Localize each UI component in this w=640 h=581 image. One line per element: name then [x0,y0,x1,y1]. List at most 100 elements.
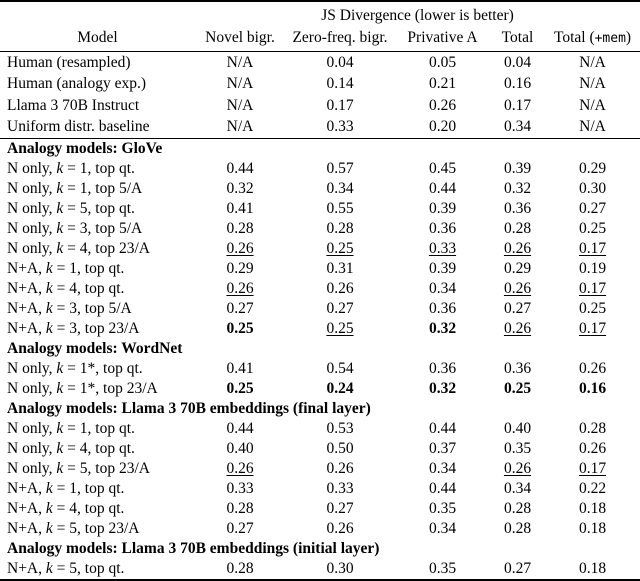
value-cell: 0.30 [578,180,607,197]
value-cell: 0.34 [503,118,532,136]
value-cell: 0.16 [578,380,607,397]
value-cell: 0.26 [578,440,607,457]
value-cell: 0.28 [503,500,532,517]
column-header: Total [490,27,545,52]
value-cell: 0.26 [428,96,457,114]
value-cell: 0.24 [326,380,354,397]
value-cell: 0.41 [226,200,254,217]
value-cell: 0.40 [226,440,254,457]
value-cell: N/A [579,53,606,71]
value-cell: 0.35 [503,440,532,457]
section-header-row: Analogy models: Llama 3 70B embeddings (… [0,399,640,419]
value-cell: 0.29 [578,160,607,177]
value-cell: 0.39 [503,160,532,177]
value-cell: 0.25 [326,320,354,337]
value-cell: 0.32 [503,180,532,197]
value-cell: 0.45 [428,160,457,177]
table-row: N only, k = 1*, top qt. 0.41 0.54 0.36 0.36 0… [0,359,640,379]
section-header-row: Analogy models: Llama 3 70B embeddings (… [0,539,640,559]
value-cell: 0.26 [326,520,354,537]
row-label: N+A, k = 1, top qt. [7,260,125,277]
value-cell: 0.28 [226,500,254,517]
value-cell: 0.50 [326,440,354,457]
table-row: N only, k = 1*, top 23/A 0.25 0.24 0.32 0.25… [0,379,640,399]
table-row: Human (resampled) N/A 0.04 0.05 0.04 N/A [0,52,640,74]
column-header: Privative A [395,27,490,52]
value-cell: 0.25 [226,380,254,397]
value-cell: 0.27 [226,300,254,317]
value-cell: 0.27 [503,300,532,317]
value-cell: 0.40 [503,420,532,437]
value-cell: 0.14 [326,75,354,93]
value-cell: 0.27 [326,500,354,517]
row-label: Human (resampled) [7,53,131,71]
value-cell: 0.29 [503,260,532,277]
column-header-row: Model Novel bigr. Zero-freq. bigr. Privati… [0,27,640,52]
value-cell: N/A [226,75,254,93]
value-cell: 0.44 [226,160,254,177]
value-cell: 0.35 [428,500,457,517]
row-label: Llama 3 70B Instruct [7,96,140,114]
table-row: N+A, k = 1, top qt. 0.29 0.31 0.39 0.29 0.19 [0,259,640,279]
column-header: Zero-freq. bigr. [285,27,395,52]
table-row: Llama 3 70B Instruct N/A 0.17 0.26 0.17 N/A [0,95,640,117]
value-cell: 0.34 [428,460,457,477]
value-cell: 0.53 [326,420,354,437]
table-section: Analogy models: Llama 3 70B embeddings (… [0,539,640,580]
value-cell: 0.26 [503,320,532,337]
table-section: Analogy models: WordNet N only, k = 1*, t… [0,339,640,399]
table-row: N only, k = 1, top qt. 0.44 0.57 0.45 0.39 0.… [0,159,640,179]
section-header: Analogy models: WordNet [7,340,183,357]
column-header-model: Model [0,27,195,52]
row-label: N only, k = 5, top 23/A [7,460,150,477]
title-spacer-cell [0,1,195,27]
table-section: Analogy models: Llama 3 70B embeddings (… [0,399,640,539]
value-cell: 0.44 [428,480,457,497]
row-label: N only, k = 3, top 5/A [7,220,143,237]
value-cell: 0.21 [428,75,457,93]
table-head: JS Divergence (lower is better) Model No… [0,1,640,52]
row-label: N+A, k = 4, top qt. [7,500,125,517]
row-label: Human (analogy exp.) [7,75,147,93]
value-cell: 0.25 [226,320,254,337]
row-label: N only, k = 1*, top 23/A [7,380,158,397]
table-row: N only, k = 3, top 5/A 0.28 0.28 0.36 0.28 0.… [0,219,640,239]
value-cell: N/A [226,118,254,136]
value-cell: 0.05 [428,53,457,71]
table-row: N only, k = 1, top qt. 0.44 0.53 0.44 0.40 0.… [0,419,640,439]
row-label: N only, k = 1*, top qt. [7,360,143,377]
value-cell: 0.27 [226,520,254,537]
mono-mem-text: +mem [594,30,626,46]
value-cell: 0.34 [428,520,457,537]
value-cell: 0.26 [326,460,354,477]
value-cell: 0.39 [428,260,457,277]
table-row: N+A, k = 3, top 23/A 0.25 0.25 0.32 0.26 0.17 [0,319,640,339]
row-label: N only, k = 1, top qt. [7,160,135,177]
value-cell: 0.29 [226,260,254,277]
value-cell: 0.28 [226,220,254,237]
value-cell: 0.32 [428,380,457,397]
value-cell: 0.36 [503,360,532,377]
row-label: N only, k = 4, top qt. [7,440,135,457]
value-cell: 0.26 [226,280,254,297]
row-label: Uniform distr. baseline [7,118,150,136]
value-cell: 0.25 [578,220,607,237]
row-label: N+A, k = 3, top 23/A [7,320,140,337]
value-cell: 0.35 [428,560,457,577]
value-cell: 0.04 [326,53,354,71]
value-cell: 0.28 [226,560,254,577]
value-cell: 0.20 [428,118,457,136]
table-row: N only, k = 4, top 23/A 0.26 0.25 0.33 0.26 0… [0,239,640,259]
row-label: N+A, k = 5, top qt. [7,560,125,577]
row-label: N+A, k = 1, top qt. [7,480,125,497]
value-cell: 0.36 [428,360,457,377]
section-header: Analogy models: Llama 3 70B embeddings (… [7,400,371,417]
value-cell: 0.25 [326,240,354,257]
row-label: N only, k = 5, top qt. [7,200,135,217]
table-title: JS Divergence (lower is better) [321,6,514,24]
value-cell: 0.17 [326,96,354,114]
value-cell: 0.32 [428,320,457,337]
value-cell: 0.57 [326,160,354,177]
value-cell: 0.26 [226,240,254,257]
table-row: N+A, k = 3, top 5/A 0.27 0.27 0.36 0.27 0.25 [0,299,640,319]
